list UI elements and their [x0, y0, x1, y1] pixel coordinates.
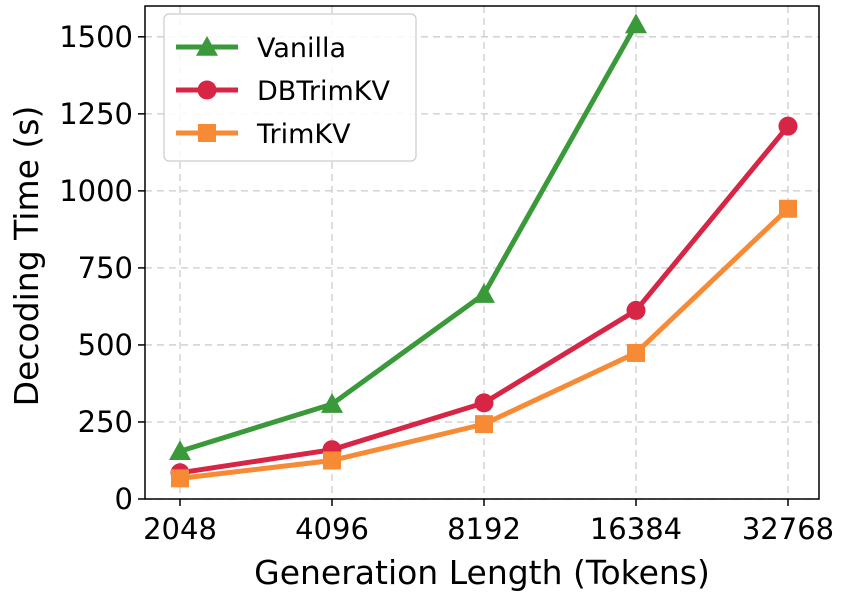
axes: 2048 4096 8192 16384 32768 0 250 500 750 1000 1250…	[59, 20, 834, 546]
legend-label: DBTrimKV	[257, 76, 390, 107]
data-point-circle	[778, 116, 798, 136]
legend-marker-triangle	[196, 36, 218, 56]
legend-box	[163, 13, 417, 162]
y-tick-label: 750	[78, 251, 133, 285]
legend-marker-square	[198, 124, 216, 142]
series-trimkv	[171, 199, 797, 488]
plot-area	[169, 13, 798, 488]
data-point-square	[627, 343, 645, 362]
legend-item: Vanilla	[176, 33, 346, 64]
y-tick-label: 0	[115, 482, 133, 516]
legend-label: TrimKV	[256, 119, 351, 150]
data-point-triangle	[473, 283, 495, 303]
legend-item: TrimKV	[176, 119, 351, 150]
data-point-triangle	[321, 393, 343, 413]
y-tick-label: 1500	[59, 20, 133, 54]
series-vanilla	[169, 13, 647, 461]
data-point-circle	[626, 300, 646, 320]
data-point-triangle	[169, 440, 191, 461]
data-point-square	[779, 199, 797, 218]
series-line	[179, 23, 639, 454]
x-tick-label: 8192	[447, 512, 521, 546]
x-axis-title: Generation Length (Tokens)	[254, 553, 710, 592]
legend: Vanilla DBTrimKV TrimKV	[163, 13, 417, 162]
x-tick-label: 32768	[742, 512, 834, 546]
y-tick-label: 1000	[59, 174, 133, 208]
axes-frame	[144, 5, 820, 500]
data-point-square	[475, 415, 493, 434]
data-point-circle	[474, 393, 494, 413]
x-tick-label: 16384	[590, 512, 682, 546]
legend-item: DBTrimKV	[176, 76, 390, 107]
x-tick-label: 2048	[143, 512, 217, 546]
legend-label: Vanilla	[257, 33, 346, 64]
y-tick-label: 500	[78, 328, 133, 362]
legend-marker-circle	[197, 80, 217, 100]
y-axis-title: Decoding Time (s)	[7, 106, 46, 407]
data-point-triangle	[625, 13, 647, 34]
series-dbtrimkv	[170, 116, 798, 483]
y-tick-label: 1250	[59, 97, 133, 131]
data-point-square	[323, 451, 341, 470]
y-tick-label: 250	[78, 405, 133, 439]
x-tick-label: 4096	[295, 512, 369, 546]
data-point-square	[171, 469, 189, 488]
